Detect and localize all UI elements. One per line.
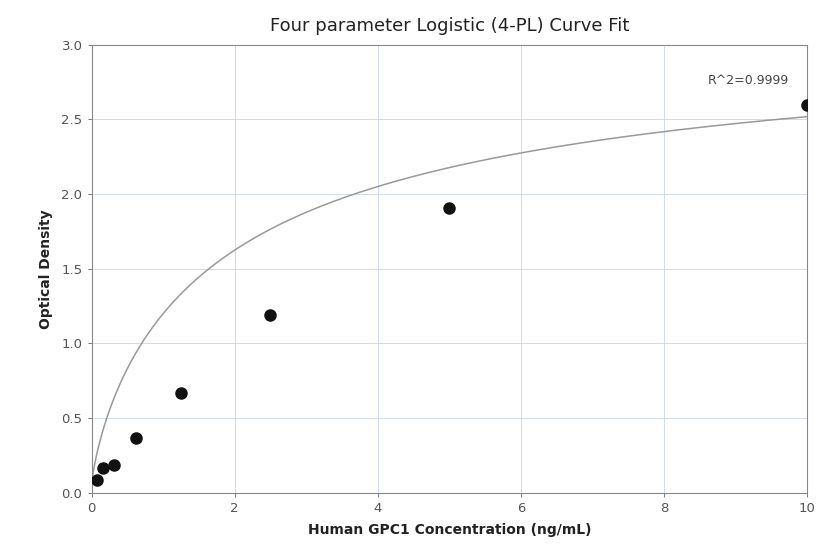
Point	[107, 461, 121, 470]
Point	[91, 475, 104, 484]
Point	[443, 203, 456, 212]
Point	[96, 464, 109, 473]
Point	[264, 311, 277, 320]
X-axis label: Human GPC1 Concentration (ng/mL): Human GPC1 Concentration (ng/mL)	[308, 523, 591, 537]
Text: R^2=0.9999: R^2=0.9999	[708, 73, 790, 87]
Y-axis label: Optical Density: Optical Density	[39, 209, 53, 329]
Point	[130, 433, 143, 442]
Point	[175, 389, 188, 398]
Point	[800, 101, 814, 110]
Title: Four parameter Logistic (4-PL) Curve Fit: Four parameter Logistic (4-PL) Curve Fit	[270, 17, 629, 35]
